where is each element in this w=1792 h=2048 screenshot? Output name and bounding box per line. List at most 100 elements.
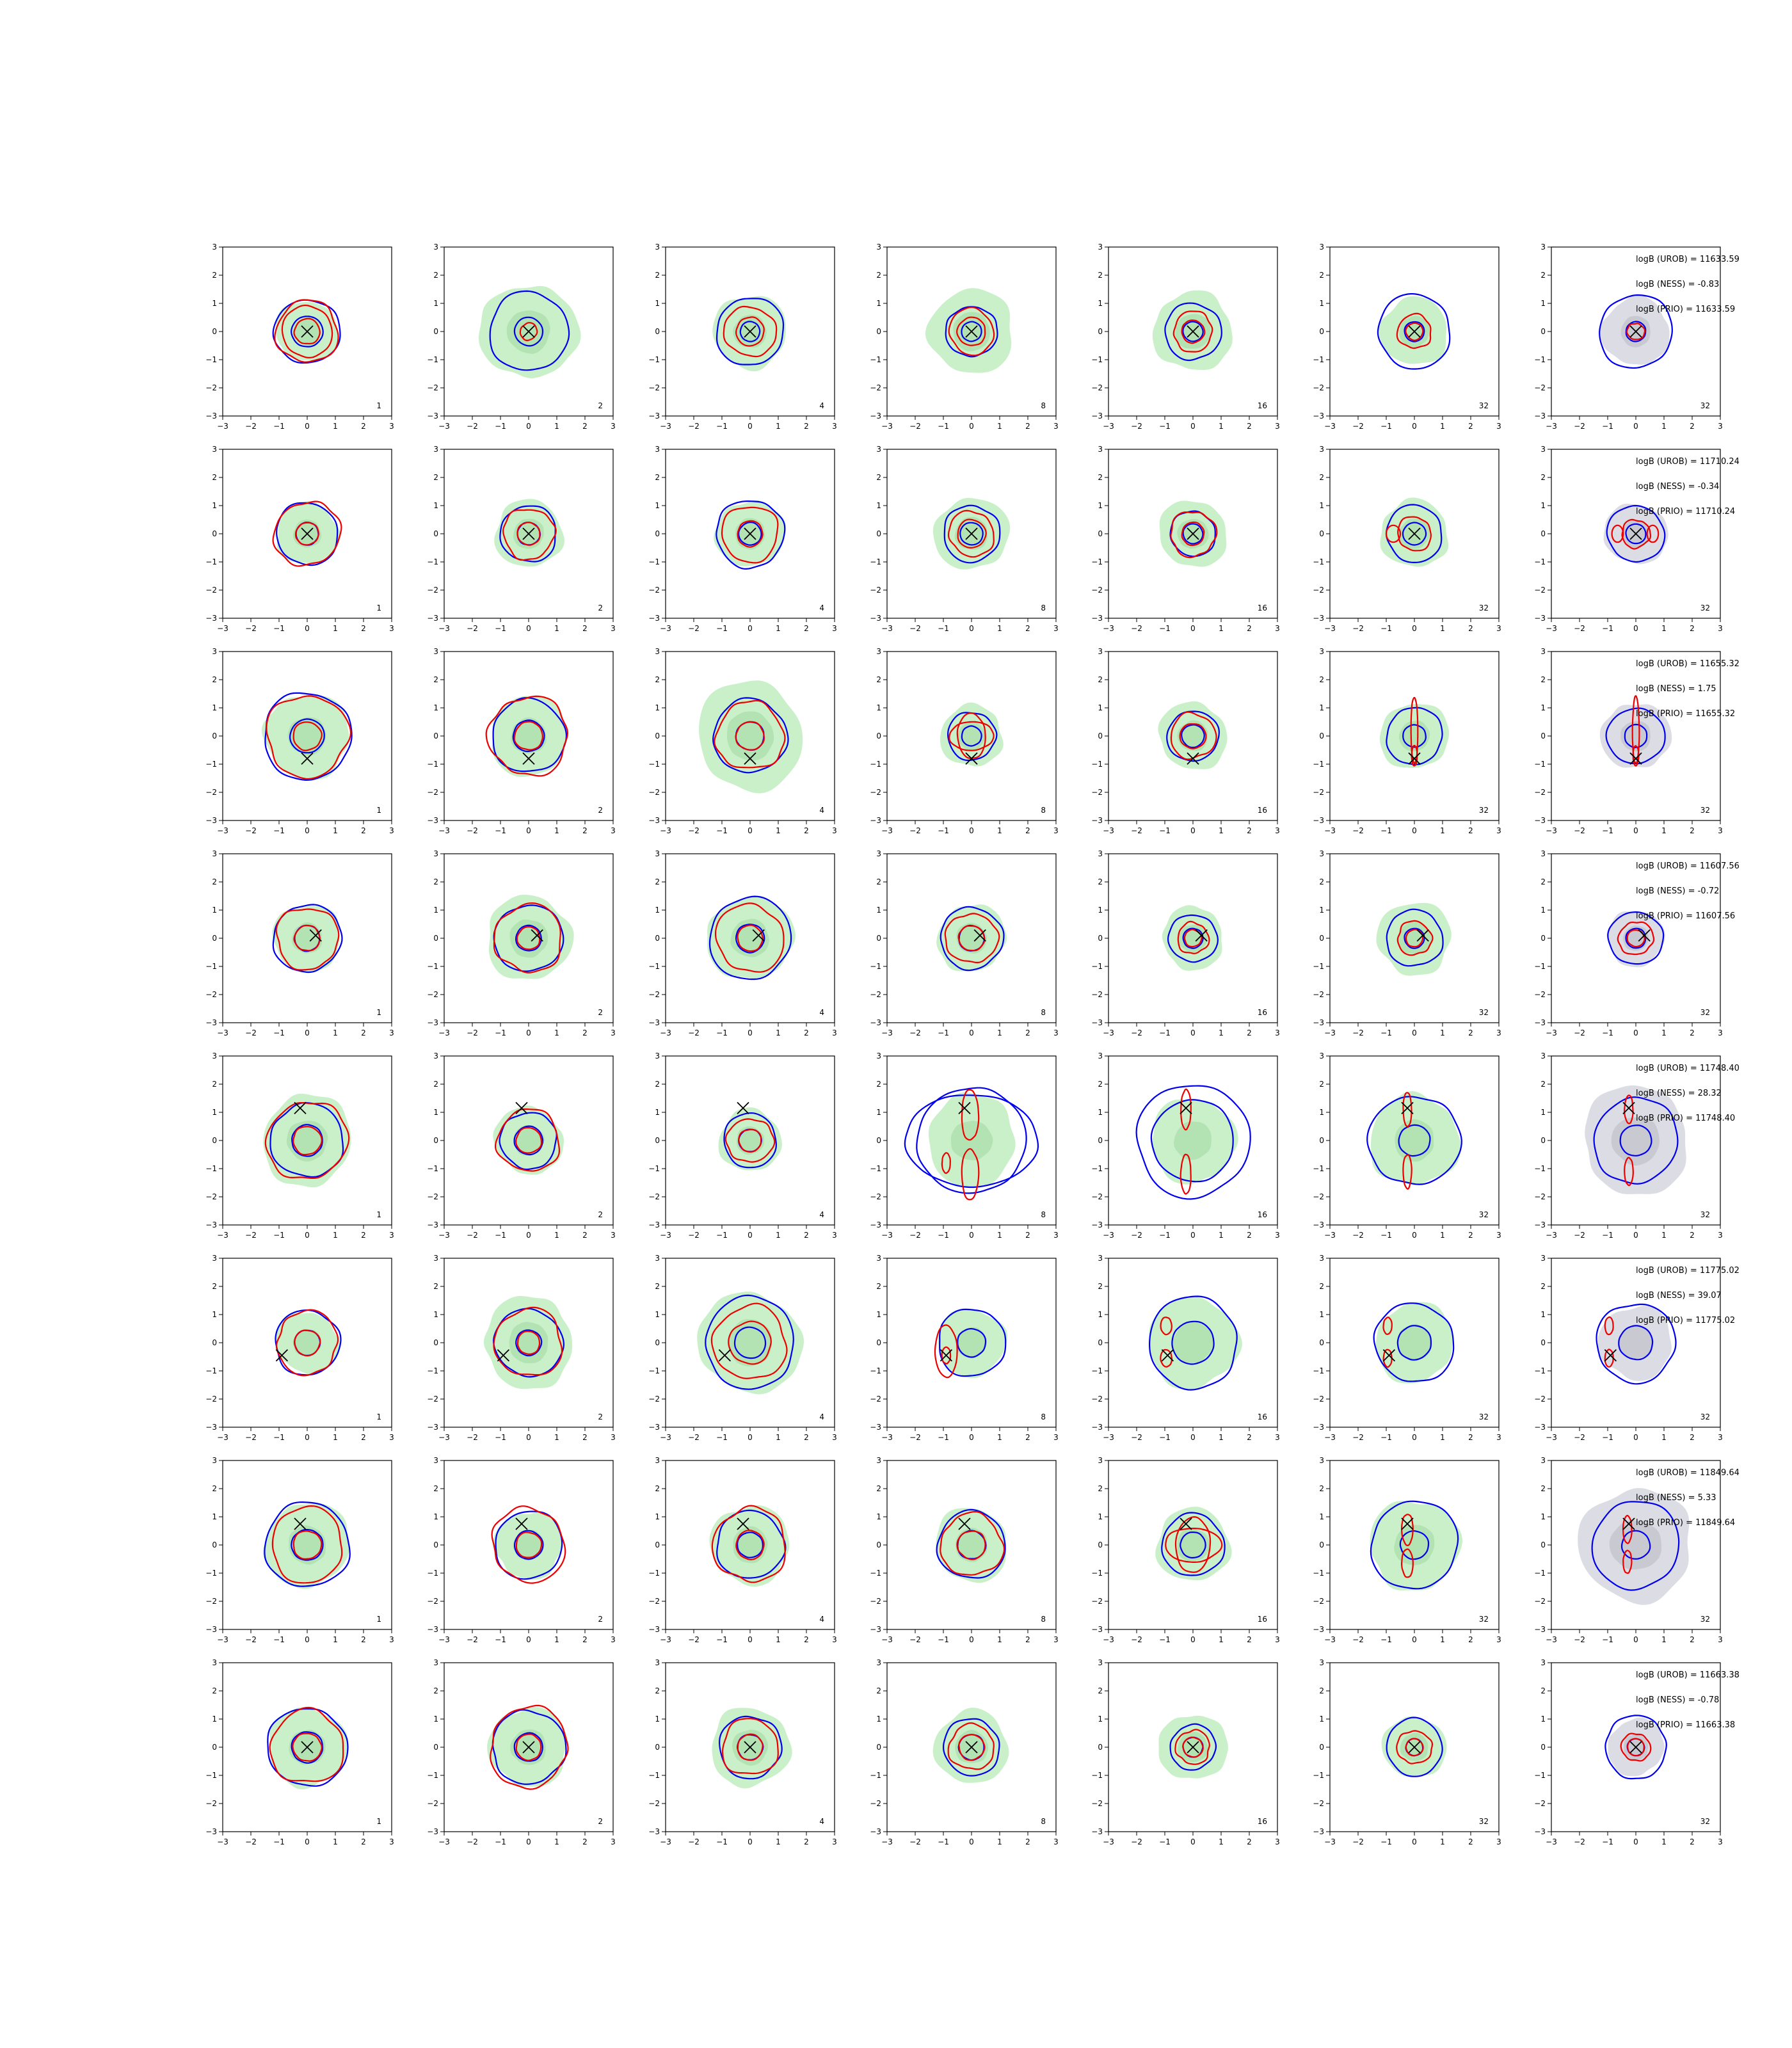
- true-value-marker: [744, 527, 756, 540]
- red-contour: [490, 1704, 569, 1790]
- red-contour: [516, 1331, 541, 1355]
- x-tick-label: 1: [1661, 1433, 1667, 1442]
- x-tick-label: 1: [1661, 624, 1667, 633]
- x-tick-label: 2: [1025, 1433, 1030, 1442]
- x-tick-label: −1: [716, 826, 728, 835]
- x-tick-label: −3: [1546, 1231, 1557, 1240]
- y-tick-label: −1: [648, 1771, 660, 1780]
- plot-area: [1376, 902, 1452, 976]
- x-tick-label: 1: [333, 1635, 338, 1644]
- true-value-marker: [1401, 1517, 1414, 1530]
- y-tick-label: 2: [1319, 675, 1324, 684]
- y-tick-label: −2: [1534, 788, 1546, 797]
- x-tick-label: 2: [1247, 826, 1252, 835]
- x-tick-label: −3: [660, 422, 671, 431]
- red-contour: [275, 1309, 339, 1377]
- red-contour: [1172, 310, 1213, 353]
- x-tick-label: −1: [1602, 826, 1613, 835]
- y-tick-label: −2: [427, 1597, 438, 1606]
- panel-count-label: 8: [1041, 1210, 1046, 1219]
- true-value-marker: [301, 752, 314, 765]
- x-tick-label: 3: [1496, 422, 1501, 431]
- true-value-marker: [958, 1517, 971, 1530]
- y-tick-label: 1: [433, 1512, 438, 1521]
- x-tick-label: 1: [997, 422, 1002, 431]
- x-tick-label: 1: [333, 1433, 338, 1442]
- y-tick-label: 2: [655, 675, 660, 684]
- panel-r8-c5: −3−3 −2 −2 −1 −1 0 0 1 1 2 2 3 3 16: [1091, 1658, 1280, 1846]
- blue-contour: [1402, 724, 1427, 748]
- y-tick-label: −2: [1534, 1597, 1546, 1606]
- y-tick-label: −2: [1313, 383, 1324, 392]
- x-tick-label: −3: [1103, 422, 1114, 431]
- x-tick-label: −3: [1546, 1028, 1557, 1037]
- x-tick-label: 3: [389, 1837, 394, 1846]
- y-tick-label: 3: [212, 1052, 217, 1060]
- y-tick-label: −2: [427, 586, 438, 595]
- red-contour: [941, 1152, 951, 1174]
- x-tick-label: −1: [1602, 1433, 1613, 1442]
- red-contour: [1396, 312, 1432, 349]
- y-tick-label: −1: [205, 760, 217, 769]
- y-tick-label: 0: [1319, 529, 1324, 538]
- y-tick-label: 2: [433, 473, 438, 482]
- y-tick-label: −1: [427, 962, 438, 971]
- red-contour: [957, 518, 987, 548]
- x-tick-label: 0: [1412, 1231, 1417, 1240]
- y-tick-label: −3: [1091, 1018, 1103, 1027]
- y-tick-label: 2: [1098, 1282, 1103, 1291]
- y-tick-label: −1: [205, 1164, 217, 1173]
- panel-count-label: 16: [1258, 1412, 1267, 1421]
- y-tick-label: −2: [870, 1597, 881, 1606]
- red-contour: [1624, 1156, 1634, 1187]
- x-tick-label: 0: [305, 826, 310, 835]
- plot-area: [272, 500, 342, 567]
- plot-area: [488, 895, 574, 979]
- plot-area: [483, 1295, 573, 1389]
- y-tick-label: 1: [876, 1715, 881, 1724]
- red-contour: [293, 924, 321, 952]
- y-tick-label: −2: [1313, 990, 1324, 999]
- y-tick-label: −3: [427, 412, 438, 420]
- x-tick-label: −1: [273, 1231, 285, 1240]
- x-tick-label: −2: [467, 826, 478, 835]
- panel-r5-c6: −3−3 −2 −2 −1 −1 0 0 1 1 2 2 3 3 32: [1313, 1052, 1501, 1240]
- x-tick-label: −1: [273, 826, 285, 835]
- y-tick-label: 3: [876, 1052, 881, 1060]
- red-contour: [294, 1329, 321, 1357]
- y-tick-label: 3: [1540, 445, 1546, 454]
- density-fill-inner: [736, 1126, 765, 1155]
- x-tick-label: 1: [1661, 1635, 1667, 1644]
- true-value-marker: [531, 929, 543, 942]
- x-tick-label: 2: [582, 1635, 588, 1644]
- x-tick-label: 3: [1496, 826, 1501, 835]
- x-tick-label: −2: [688, 624, 700, 633]
- y-tick-label: −3: [870, 1625, 881, 1634]
- x-tick-label: 3: [1275, 1433, 1280, 1442]
- red-contour: [1177, 920, 1210, 954]
- y-tick-label: 2: [1319, 1282, 1324, 1291]
- red-contour: [735, 721, 765, 751]
- y-tick-label: −1: [205, 1569, 217, 1578]
- red-contour: [947, 1722, 995, 1770]
- x-tick-label: 1: [554, 422, 559, 431]
- x-tick-label: 2: [361, 1837, 366, 1846]
- x-tick-label: −1: [716, 422, 728, 431]
- panel-count-label: 1: [376, 1008, 381, 1017]
- panel-r5-c1: −3−3 −2 −2 −1 −1 0 0 1 1 2 2 3 3 1: [205, 1052, 394, 1240]
- x-tick-label: 0: [305, 1433, 310, 1442]
- x-tick-label: 3: [1275, 1837, 1280, 1846]
- panel-r5-c4: −3−3 −2 −2 −1 −1 0 0 1 1 2 2 3 3 8: [870, 1052, 1059, 1240]
- y-tick-label: 2: [876, 877, 881, 886]
- y-tick-label: −2: [870, 990, 881, 999]
- x-tick-label: 3: [832, 422, 837, 431]
- y-tick-label: −3: [1091, 1423, 1103, 1432]
- x-tick-label: 3: [1718, 1028, 1723, 1037]
- x-tick-label: 3: [1496, 1231, 1501, 1240]
- y-tick-label: 1: [1540, 1108, 1546, 1117]
- y-tick-label: −3: [1534, 614, 1546, 623]
- x-tick-label: −3: [1103, 624, 1114, 633]
- x-tick-label: 3: [1496, 1028, 1501, 1037]
- x-tick-label: 2: [1690, 1028, 1695, 1037]
- y-tick-label: 2: [212, 877, 217, 886]
